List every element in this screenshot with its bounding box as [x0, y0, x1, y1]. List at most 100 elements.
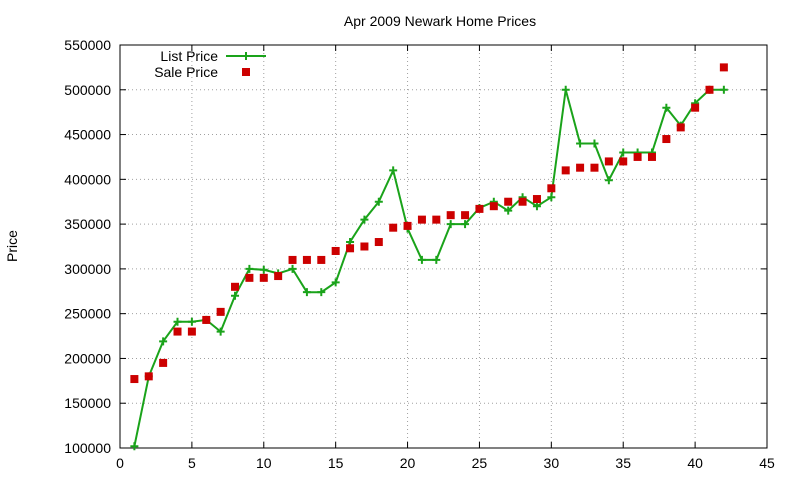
x-tick-label: 40 — [687, 455, 703, 471]
sale-price-point — [130, 375, 139, 384]
list-price-point — [547, 193, 556, 202]
sale-price-point — [173, 327, 182, 336]
sale-price-point — [676, 123, 685, 132]
chart-title: Apr 2009 Newark Home Prices — [344, 13, 536, 29]
list-price-point — [504, 206, 513, 215]
y-tick-label: 100000 — [64, 440, 111, 456]
sale-price-point — [475, 204, 484, 213]
sale-price-point — [633, 152, 642, 161]
y-tick-label: 450000 — [64, 127, 111, 143]
list-price-point — [532, 202, 541, 211]
plot-frame — [119, 44, 768, 449]
legend-list-price-label: List Price — [160, 48, 218, 64]
list-price-point — [187, 317, 196, 326]
x-tick-label: 30 — [544, 455, 560, 471]
list-price-point — [374, 197, 383, 206]
x-tick-label: 5 — [188, 455, 196, 471]
y-tick-label: 400000 — [64, 171, 111, 187]
list-price-point — [173, 317, 182, 326]
list-price-point — [288, 264, 297, 273]
y-tick-label: 550000 — [64, 37, 111, 53]
sale-price-point — [576, 163, 585, 172]
sale-price-point — [604, 157, 613, 166]
x-tick-label: 0 — [116, 455, 124, 471]
sale-price-point — [187, 327, 196, 336]
sale-price-point — [259, 273, 268, 282]
sale-price-point — [288, 255, 297, 264]
y-axis-label: Price — [4, 230, 20, 262]
x-tick-label: 15 — [328, 455, 344, 471]
sale-price-point — [403, 221, 412, 230]
y-tick-label: 500000 — [64, 82, 111, 98]
list-price-point — [231, 291, 240, 300]
sale-price-point — [274, 272, 283, 281]
x-tick-label: 25 — [472, 455, 488, 471]
sale-price-point — [346, 244, 355, 253]
sale-price-point — [159, 358, 168, 367]
y-tick-label: 300000 — [64, 261, 111, 277]
axes: 0 5 10 15 20 25 30 35 40 45 100000 150000 200000 2500… — [64, 37, 775, 471]
sale-price-point — [518, 197, 527, 206]
list-price-point — [604, 176, 613, 185]
data-series — [130, 63, 728, 451]
list-price-point — [461, 220, 470, 229]
list-price-point — [389, 166, 398, 175]
y-tick-label: 350000 — [64, 216, 111, 232]
list-price-point — [576, 139, 585, 148]
y-tick-label: 200000 — [64, 350, 111, 366]
x-tick-label: 10 — [256, 455, 272, 471]
list-price-point — [561, 85, 570, 94]
grid-lines — [120, 45, 767, 448]
sale-price-point — [547, 184, 556, 193]
sale-price-point — [446, 211, 455, 220]
list-price-point — [331, 278, 340, 287]
list-price-point — [719, 85, 728, 94]
sale-price-point — [532, 195, 541, 204]
x-tick-label: 20 — [400, 455, 416, 471]
sale-price-point — [691, 103, 700, 112]
sale-price-point — [245, 273, 254, 282]
sale-price-point — [231, 282, 240, 291]
sale-price-series — [130, 63, 728, 384]
sale-price-point — [202, 315, 211, 324]
sale-price-point — [647, 152, 656, 161]
legend-list-price-marker — [242, 52, 250, 60]
list-price-point — [590, 139, 599, 148]
sale-price-point — [144, 372, 153, 381]
x-tick-label: 35 — [615, 455, 631, 471]
list-price-point — [159, 337, 168, 346]
legend-sale-price-marker — [242, 68, 250, 76]
sale-price-point — [389, 223, 398, 232]
list-price-point — [662, 103, 671, 112]
sale-price-point — [590, 163, 599, 172]
x-tick-label: 45 — [759, 455, 775, 471]
list-price-line — [133, 88, 724, 447]
y-tick-label: 250000 — [64, 306, 111, 322]
sale-price-point — [302, 255, 311, 264]
list-price-point — [360, 215, 369, 224]
sale-price-point — [489, 202, 498, 211]
sale-price-point — [432, 215, 441, 224]
list-price-point — [432, 255, 441, 264]
sale-price-point — [374, 238, 383, 247]
list-price-point — [619, 148, 628, 157]
sale-price-point — [705, 85, 714, 94]
sale-price-point — [360, 242, 369, 251]
list-price-point — [130, 442, 139, 451]
list-price-series — [130, 85, 728, 451]
sale-price-point — [662, 135, 671, 144]
y-tick-label: 150000 — [64, 395, 111, 411]
sale-price-point — [417, 215, 426, 224]
list-price-point — [302, 288, 311, 297]
list-price-point — [317, 288, 326, 297]
list-price-point — [216, 327, 225, 336]
list-price-point — [259, 265, 268, 274]
legend-sale-price-label: Sale Price — [154, 64, 218, 80]
sale-price-point — [619, 157, 628, 166]
sale-price-point — [461, 211, 470, 220]
sale-price-point — [331, 246, 340, 255]
list-price-point — [417, 255, 426, 264]
sale-price-point — [561, 166, 570, 175]
